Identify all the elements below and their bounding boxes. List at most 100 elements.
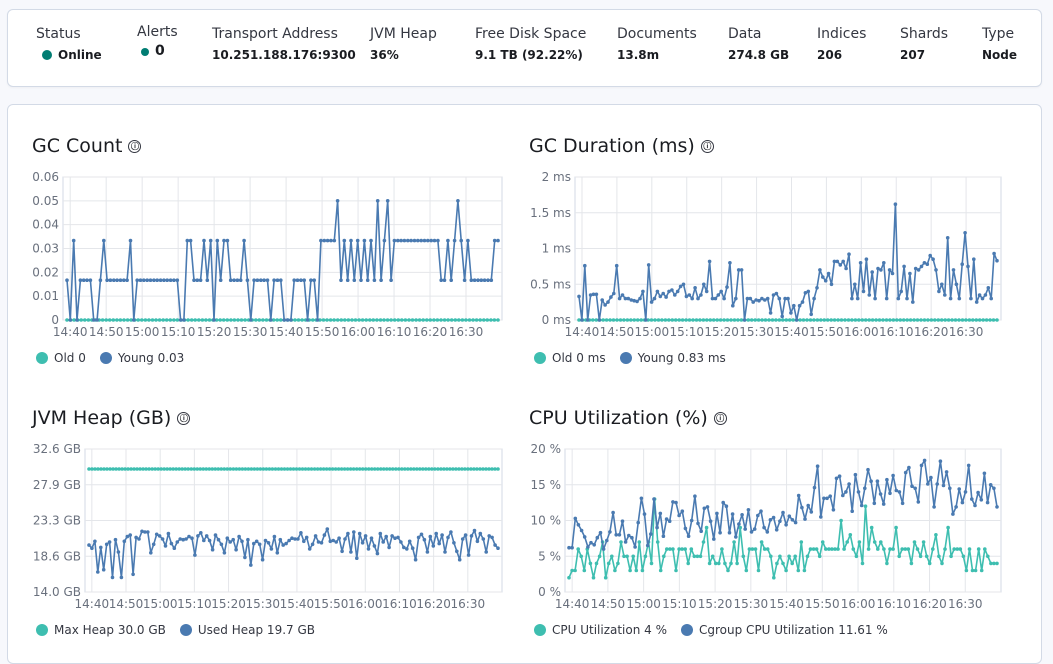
legend-item-max-heap[interactable]: Max Heap 30.0 GB <box>36 623 166 637</box>
legend-item-young[interactable]: Young 0.83 ms <box>619 351 726 365</box>
x-tick-label: 16:30 <box>948 597 983 611</box>
legend-item-cgroup-cpu[interactable]: Cgroup CPU Utilization 11.61 % <box>681 623 888 637</box>
data-point <box>439 318 443 322</box>
legend-item-old[interactable]: Old 0 ms <box>534 351 606 365</box>
data-point <box>894 525 898 530</box>
data-point <box>243 467 248 471</box>
data-point <box>322 238 327 243</box>
data-point <box>623 296 628 301</box>
data-point <box>349 238 353 243</box>
data-point <box>275 318 280 322</box>
x-tick-label: 15:20 <box>698 597 733 611</box>
info-icon[interactable]: ⓘ <box>700 140 714 153</box>
data-point <box>284 541 288 546</box>
x-tick-label: 15:50 <box>314 597 349 611</box>
data-point <box>222 551 227 555</box>
data-point <box>809 312 813 317</box>
data-point <box>382 318 386 322</box>
data-point <box>93 539 97 544</box>
legend-item-cpu[interactable]: CPU Utilization 4 % <box>534 623 667 637</box>
data-point <box>118 278 123 283</box>
data-point <box>265 278 270 283</box>
data-point <box>708 519 713 523</box>
data-point <box>974 300 979 304</box>
data-point <box>777 318 782 322</box>
info-icon[interactable]: ⓘ <box>177 412 191 425</box>
data-point <box>128 533 132 537</box>
y-tick-label: 0.02 <box>32 265 59 279</box>
type-stat: Type Node <box>982 26 1017 62</box>
data-point <box>995 318 999 322</box>
legend-item-old[interactable]: Old 0 <box>36 351 86 365</box>
data-point <box>732 540 736 544</box>
data-point <box>337 536 341 540</box>
data-point <box>266 541 271 545</box>
data-point <box>872 501 877 506</box>
legend-item-used-heap[interactable]: Used Heap 19.7 GB <box>179 623 315 637</box>
gc-count-title: GC Count ⓘ <box>32 135 142 157</box>
data-point <box>158 278 163 283</box>
jvm-heap-stat: JVM Heap 36% <box>370 26 437 62</box>
series-line-cgroup-cpu-utilization <box>569 459 998 550</box>
data-point <box>908 318 913 322</box>
data-point <box>457 557 462 562</box>
data-point <box>381 467 386 471</box>
data-point <box>272 534 277 539</box>
data-point <box>881 318 885 322</box>
transport-stat: Transport Address 10.251.188.176:9300 <box>212 26 356 62</box>
data-point <box>814 547 819 551</box>
data-point <box>753 318 757 322</box>
data-point <box>275 278 280 283</box>
jvm-heap-value: 36% <box>370 48 399 62</box>
x-tick-label: 15:50 <box>305 325 340 339</box>
data-point <box>870 318 875 322</box>
data-point <box>157 318 162 322</box>
data-point <box>237 534 241 539</box>
data-point <box>252 467 257 471</box>
data-point <box>178 537 182 541</box>
data-point <box>846 318 851 322</box>
data-point <box>195 467 200 471</box>
data-point <box>888 318 892 322</box>
alerts-value[interactable]: 0 <box>155 43 165 59</box>
data-point <box>570 568 574 573</box>
data-point <box>368 318 372 322</box>
data-point <box>854 554 859 559</box>
data-point <box>157 534 162 538</box>
data-point <box>855 296 860 301</box>
data-point <box>232 278 236 283</box>
data-point <box>427 467 431 471</box>
data-point <box>698 318 702 322</box>
x-tick-label: 14:50 <box>591 597 626 611</box>
info-icon[interactable]: ⓘ <box>128 140 142 153</box>
x-tick-label: 15:30 <box>245 597 280 611</box>
data-point <box>866 547 871 551</box>
y-tick-label: 1 ms <box>542 242 571 256</box>
data-point <box>958 547 963 551</box>
legend-item-young[interactable]: Young 0.03 <box>99 351 184 365</box>
data-point <box>686 534 691 538</box>
data-point <box>815 464 820 469</box>
data-point <box>430 467 434 471</box>
data-point <box>951 512 955 516</box>
data-point <box>988 483 993 487</box>
data-point <box>756 568 761 573</box>
data-point <box>799 540 804 544</box>
data-point <box>252 278 256 283</box>
data-point <box>696 521 700 526</box>
data-point <box>302 278 307 283</box>
data-point <box>382 238 387 243</box>
data-point <box>835 259 840 264</box>
data-point <box>299 278 303 283</box>
data-point <box>312 278 317 283</box>
data-point <box>729 318 733 322</box>
data-point <box>977 318 982 322</box>
data-point <box>757 298 761 303</box>
info-icon[interactable]: ⓘ <box>713 412 727 425</box>
data-point <box>844 490 848 494</box>
data-point <box>803 517 807 521</box>
